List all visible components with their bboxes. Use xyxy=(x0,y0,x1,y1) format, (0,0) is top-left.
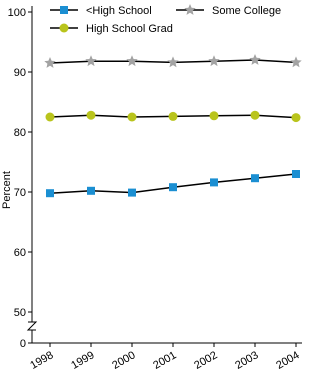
marker xyxy=(126,55,138,67)
legend-label: Some College xyxy=(212,5,281,17)
marker xyxy=(250,110,260,120)
y-axis-label: Percent xyxy=(1,171,13,209)
marker xyxy=(291,113,301,123)
marker xyxy=(127,112,137,122)
axis-break xyxy=(26,321,38,331)
legend-marker xyxy=(59,23,69,33)
marker xyxy=(290,56,302,68)
y-tick-label: 90 xyxy=(14,67,26,79)
marker xyxy=(45,112,55,122)
marker xyxy=(210,178,218,187)
marker xyxy=(292,170,300,178)
legend-marker xyxy=(184,4,196,15)
marker xyxy=(249,54,261,65)
y-tick-label: 100 xyxy=(8,7,26,19)
marker xyxy=(209,111,219,121)
marker xyxy=(128,188,136,197)
marker xyxy=(169,183,177,192)
x-tick-label: 2004 xyxy=(274,349,301,372)
x-tick-label: 2000 xyxy=(110,349,137,372)
marker xyxy=(208,55,220,67)
marker xyxy=(85,55,97,67)
marker xyxy=(44,57,56,68)
y-tick-label: 60 xyxy=(14,247,26,259)
x-tick-label: 2003 xyxy=(233,349,260,372)
y-tick-label: 70 xyxy=(14,187,26,199)
y-tick-label: 80 xyxy=(14,127,26,139)
marker xyxy=(168,111,178,121)
marker xyxy=(251,174,259,183)
legend-label: <High School xyxy=(86,5,152,17)
marker xyxy=(46,189,54,198)
marker xyxy=(167,56,179,68)
x-tick-label: 2002 xyxy=(192,349,219,372)
y-tick-label: 50 xyxy=(14,307,26,319)
x-tick-label: 2001 xyxy=(151,349,178,372)
legend-marker xyxy=(60,6,68,14)
chart: Percent 0 50 60 70 80 90 100 1998 1999 2000 2001 20… xyxy=(1,4,302,372)
marker xyxy=(87,186,95,195)
y-tick-label: 0 xyxy=(20,338,26,350)
legend-label: High School Grad xyxy=(86,23,173,35)
x-tick-label: 1999 xyxy=(69,349,96,372)
marker xyxy=(86,110,96,120)
x-tick-label: 1998 xyxy=(28,349,55,372)
